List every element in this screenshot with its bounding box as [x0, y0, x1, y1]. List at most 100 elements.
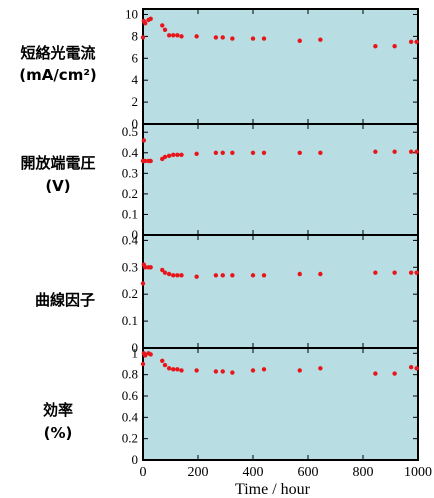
panel-4-ylabel-line-1: 効率 — [43, 401, 73, 419]
panel-4-ytick-label: 0 — [132, 452, 139, 467]
panel-2-ytick-label: 0.5 — [122, 124, 138, 139]
panel-2-data-point — [414, 149, 419, 154]
panel-3-data-point — [175, 273, 180, 278]
panel-2-plot-area — [142, 123, 419, 236]
panel-3-data-point — [166, 271, 172, 277]
panel-1-data-point — [373, 44, 378, 49]
panel-4-data-point — [179, 368, 184, 373]
panel-4-data-point — [194, 368, 199, 373]
panel-4-data-point — [171, 367, 176, 372]
panel-2-data-point — [230, 150, 235, 155]
panel-2-data-point — [213, 150, 219, 155]
panel-1-data-point — [143, 21, 148, 26]
panel-3-ytick-label: 0 — [132, 340, 139, 355]
panel-1-plot-area — [142, 8, 419, 125]
panel-2-data-point — [250, 150, 256, 155]
panel-2-data-point — [261, 150, 267, 155]
panel-4-data-point — [140, 361, 146, 367]
panel-4-data-point — [175, 367, 180, 372]
panel-4-data-point — [213, 369, 219, 374]
panel-3-data-point — [213, 273, 219, 278]
panel-2-ylabel-line-1: 開放端電圧 — [20, 154, 95, 172]
panel-3-data-point — [230, 273, 235, 278]
panel-3-data-point — [140, 281, 146, 286]
panel-1-data-point — [162, 27, 168, 33]
panel-1-data-point — [171, 33, 176, 38]
panel-3-data-point — [318, 271, 323, 277]
panel-4-data-point — [220, 369, 225, 374]
panel-2-data-point — [408, 149, 414, 154]
panel-2-data-point — [141, 138, 147, 143]
panel-2-data-point — [373, 149, 378, 154]
panel-3-ylabel-line-1: 曲線因子 — [35, 291, 95, 309]
panel-3-data-point — [250, 273, 256, 278]
panel-1-data-point — [220, 35, 225, 40]
panel-1-data-point — [194, 34, 199, 39]
panel-2-data-point — [175, 152, 180, 158]
panel-1-data-point — [414, 39, 419, 45]
panel-2-ytick-label: 0.2 — [122, 186, 138, 201]
panel-1-data-point — [250, 36, 256, 41]
panel-2-ytick-label: 0.1 — [122, 206, 138, 221]
panel-1-data-point — [297, 38, 302, 43]
panel-2-data-point — [297, 150, 302, 155]
panel-1-data-point — [261, 36, 267, 41]
panel-4-data-point — [230, 370, 235, 375]
panel-3-ytick-label: 0.3 — [122, 259, 138, 274]
panel-4-ytick-label: 0.4 — [122, 409, 139, 424]
panel-1-data-point — [392, 44, 397, 49]
panel-2-data-point — [179, 152, 184, 158]
panel-3-data-point — [160, 267, 165, 273]
panel-1-ytick-label: 8 — [132, 28, 139, 43]
panel-4-data-point — [318, 366, 323, 371]
panel-4-data-point — [414, 366, 419, 371]
panel-3-data-point — [392, 270, 397, 275]
panel-2-data-point — [318, 150, 323, 155]
panel-4-data-point — [261, 367, 267, 372]
xtick-label: 600 — [298, 465, 319, 480]
panel-1-data-point — [179, 34, 184, 39]
panel-2-data-point — [194, 151, 199, 157]
panel-3-ytick-label: 0.2 — [122, 286, 138, 301]
panel-1-data-point — [318, 37, 323, 42]
panel-3-plot-area — [142, 234, 419, 349]
panel-3-ytick-label: 0.1 — [122, 313, 138, 328]
panel-3-data-point — [171, 273, 176, 278]
panel-4-data-point — [373, 371, 378, 376]
panel-3-data-point — [194, 274, 199, 279]
xtick-label: 800 — [353, 465, 374, 480]
panel-4-data-point — [143, 353, 148, 358]
panel-4-ytick-label: 0.2 — [122, 431, 138, 446]
panel-3-data-point — [220, 273, 225, 278]
panel-4-data-point — [148, 352, 153, 357]
panel-3-data-point — [162, 270, 168, 275]
panel-4-data-point — [162, 362, 168, 368]
xtick-label: 0 — [140, 465, 147, 480]
panel-4-data-point — [297, 368, 302, 373]
xtick-label: 200 — [188, 465, 209, 480]
panel-1-data-point — [160, 23, 165, 28]
panel-4-plot-area — [142, 347, 419, 461]
panel-3-data-point — [143, 265, 148, 270]
panel-4-ytick-label: 0.6 — [122, 388, 139, 403]
panel-2-data-point — [171, 152, 176, 158]
xtick-label: 1000 — [404, 465, 432, 480]
panel-4-data-point — [160, 358, 165, 363]
panel-2-data-point — [220, 150, 225, 155]
panel-1-ytick-label: 6 — [132, 50, 139, 65]
panel-3-data-point — [261, 273, 267, 278]
panel-1-data-point — [230, 36, 235, 41]
panel-1-ytick-label: 2 — [132, 94, 139, 109]
xtick-label: 400 — [243, 465, 264, 480]
panel-2-data-point — [166, 153, 172, 159]
panel-1-data-point — [140, 35, 146, 40]
panel-3-data-point — [408, 270, 414, 275]
panel-1-data-point — [175, 33, 180, 38]
panel-1-ylabel-line-1: 短絡光電流 — [20, 44, 95, 62]
x-axis-title: Time / hour — [235, 481, 311, 498]
panel-4-data-point — [250, 368, 256, 373]
panel-2-ytick-label: 0 — [132, 227, 139, 242]
panel-2-data-point — [392, 149, 397, 154]
panel-4-data-point — [166, 366, 172, 371]
panel-1-data-point — [166, 33, 172, 38]
